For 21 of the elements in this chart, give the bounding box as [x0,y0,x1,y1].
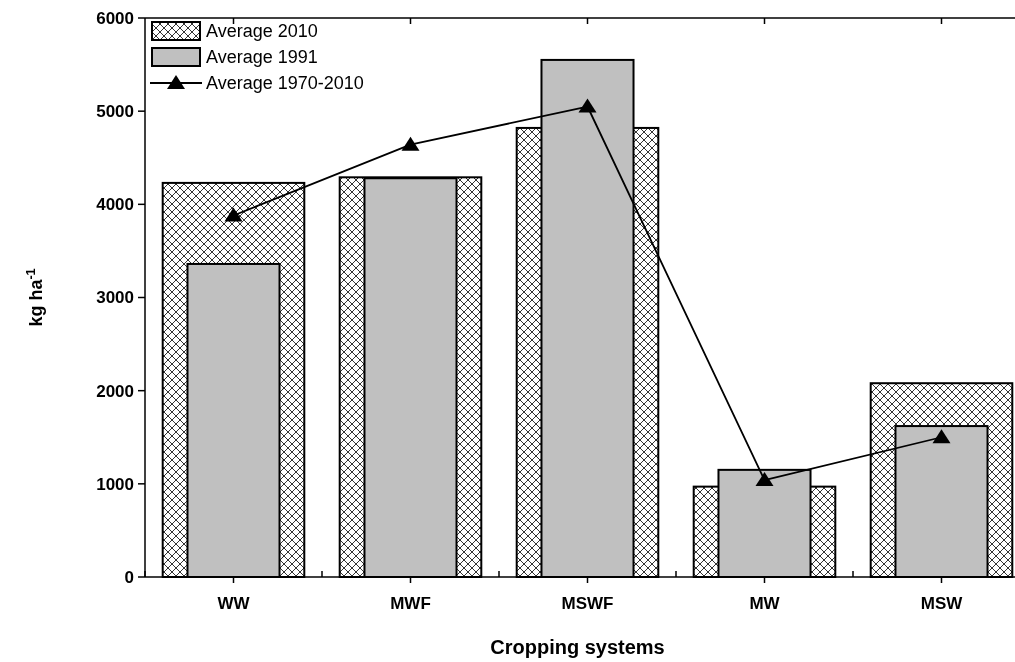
x-tick-label: WW [217,594,251,613]
legend-label: Average 1991 [206,47,318,68]
y-tick-label: 0 [124,567,134,587]
y-tick-label: 4000 [96,195,134,215]
x-tick-label: MW [749,594,781,613]
legend-label: Average 2010 [206,21,318,42]
y-tick-label: 3000 [96,288,134,308]
y-tick-label: 2000 [96,381,134,401]
point [224,207,243,222]
point [401,136,420,151]
x-axis-title: Cropping systems [490,636,665,658]
point [578,98,597,113]
x-tick-label: MSW [920,594,964,613]
y-tick-label: 1000 [96,474,134,494]
x-tick-label: MWF [390,594,431,613]
legend-label: Average 1970-2010 [206,73,364,94]
y-tick-label: 6000 [96,8,134,28]
point [932,429,951,444]
point [755,472,774,487]
x-tick-label: MSWF [561,594,614,613]
y-tick-label: 5000 [96,102,134,122]
